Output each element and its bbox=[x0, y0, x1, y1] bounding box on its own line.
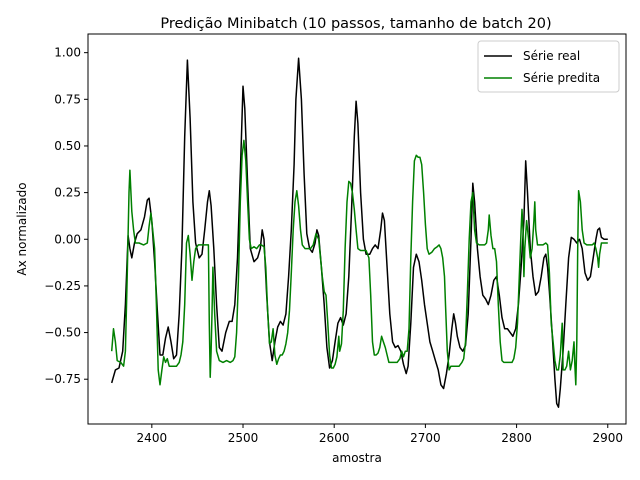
x-tick-label: 2700 bbox=[410, 431, 441, 445]
legend-label-real: Série real bbox=[523, 49, 580, 63]
x-tick-label: 2400 bbox=[137, 431, 168, 445]
x-axis: 2400 2500 2600 2700 2800 2900 bbox=[137, 424, 623, 445]
y-axis-label: Ax normalizado bbox=[15, 182, 29, 275]
y-tick-label: 0.00 bbox=[54, 232, 81, 246]
series-layer bbox=[110, 57, 608, 408]
y-tick-label: −0.25 bbox=[44, 279, 81, 293]
series-line-real bbox=[110, 57, 608, 408]
legend: Série real Série predita bbox=[477, 40, 620, 93]
y-axis: −0.75 −0.50 −0.25 0.00 0.25 0.50 0.75 1.00 bbox=[44, 46, 88, 386]
axes-frame bbox=[87, 33, 627, 425]
plot-area: 2400 2500 2600 2700 2800 2900 −0.75 −0.50 −0.25… bbox=[44, 33, 627, 445]
y-tick-label: 0.25 bbox=[54, 186, 81, 200]
x-axis-label: amostra bbox=[332, 451, 382, 465]
y-tick-label: 0.50 bbox=[54, 139, 81, 153]
chart-title: Predição Minibatch (10 passos, tamanho d… bbox=[160, 16, 551, 32]
series-line-predita bbox=[110, 139, 608, 386]
x-tick-label: 2600 bbox=[319, 431, 350, 445]
x-tick-label: 2500 bbox=[228, 431, 259, 445]
x-tick-label: 2800 bbox=[501, 431, 532, 445]
y-tick-label: 0.75 bbox=[54, 92, 81, 106]
y-tick-label: −0.50 bbox=[44, 326, 81, 340]
legend-box bbox=[477, 40, 620, 93]
legend-label-predita: Série predita bbox=[523, 71, 600, 85]
y-tick-label: −0.75 bbox=[44, 372, 81, 386]
x-tick-label: 2900 bbox=[592, 431, 623, 445]
y-tick-label: 1.00 bbox=[54, 46, 81, 60]
